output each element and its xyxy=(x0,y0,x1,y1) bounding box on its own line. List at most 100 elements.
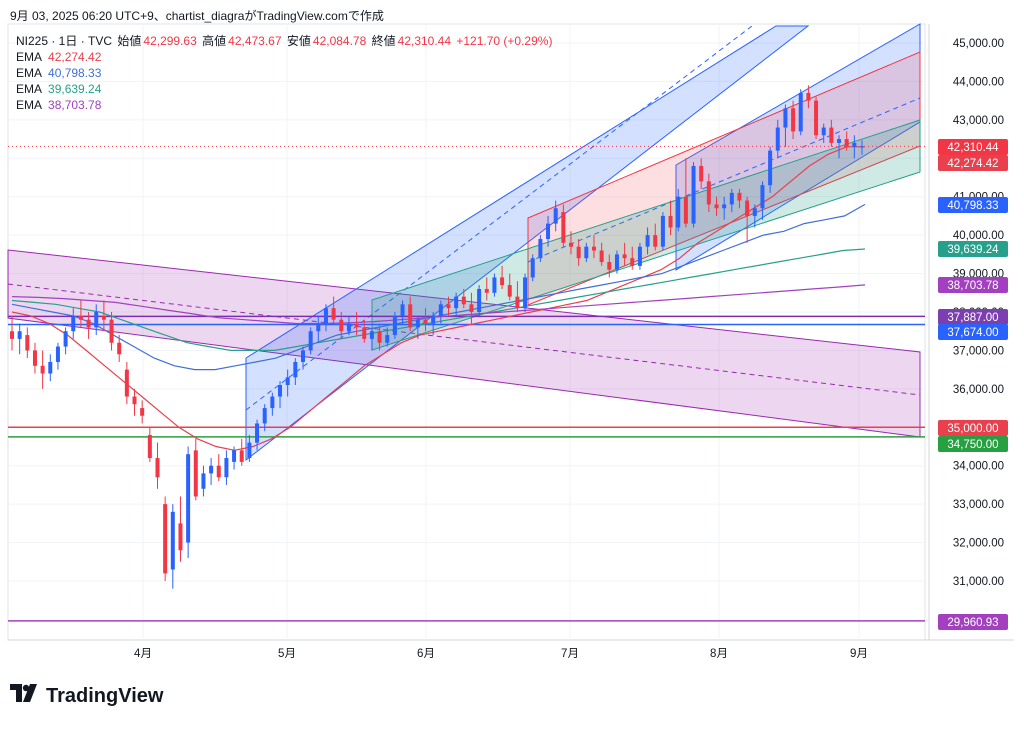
candle-body[interactable] xyxy=(714,204,719,209)
candle-body[interactable] xyxy=(768,150,773,186)
candle-body[interactable] xyxy=(591,246,596,251)
candle-body[interactable] xyxy=(55,346,60,362)
candle-body[interactable] xyxy=(163,504,168,574)
candle-body[interactable] xyxy=(791,108,796,132)
candle-body[interactable] xyxy=(178,523,183,551)
candle-body[interactable] xyxy=(300,350,305,362)
candle-body[interactable] xyxy=(469,304,474,312)
candle-body[interactable] xyxy=(278,385,283,397)
candle-body[interactable] xyxy=(155,458,160,478)
candle-body[interactable] xyxy=(86,319,91,328)
candle-body[interactable] xyxy=(17,331,22,339)
candle-body[interactable] xyxy=(622,254,627,259)
price-axis-badge[interactable] xyxy=(938,155,1008,171)
candle-body[interactable] xyxy=(293,361,298,378)
candle-body[interactable] xyxy=(760,185,765,209)
candle-body[interactable] xyxy=(500,277,505,286)
candle-body[interactable] xyxy=(32,350,37,366)
ema-row-2[interactable]: EMA 40,798.33 xyxy=(16,65,554,81)
candle-body[interactable] xyxy=(775,127,780,151)
price-axis-badge[interactable] xyxy=(938,277,1008,293)
candle-body[interactable] xyxy=(232,450,237,462)
candle-body[interactable] xyxy=(507,285,512,297)
ema-row-4[interactable]: EMA 38,703.78 xyxy=(16,97,554,113)
candle-body[interactable] xyxy=(523,277,528,309)
candle-body[interactable] xyxy=(798,92,803,132)
candle-body[interactable] xyxy=(25,335,30,351)
candle-body[interactable] xyxy=(94,312,99,328)
candle-body[interactable] xyxy=(201,473,206,489)
candle-body[interactable] xyxy=(109,319,114,343)
candle-body[interactable] xyxy=(553,208,558,224)
candle-body[interactable] xyxy=(821,127,826,136)
candle-body[interactable] xyxy=(829,127,834,143)
candle-body[interactable] xyxy=(844,139,849,147)
ema-line[interactable] xyxy=(11,203,866,371)
price-axis-badge[interactable] xyxy=(938,241,1008,257)
candle-body[interactable] xyxy=(101,315,106,320)
candle-body[interactable] xyxy=(285,377,290,386)
candle-body[interactable] xyxy=(209,465,214,474)
candle-body[interactable] xyxy=(10,331,14,339)
candle-body[interactable] xyxy=(193,450,198,497)
candle-body[interactable] xyxy=(239,450,244,462)
candle-body[interactable] xyxy=(369,331,374,339)
candle-body[interactable] xyxy=(745,200,750,216)
candle-body[interactable] xyxy=(691,165,696,224)
tradingview-logo[interactable]: TradingView xyxy=(10,684,163,708)
candle-body[interactable] xyxy=(668,215,673,228)
candle-body[interactable] xyxy=(477,288,482,312)
candle-body[interactable] xyxy=(446,304,451,309)
candle-body[interactable] xyxy=(346,323,351,332)
candle-body[interactable] xyxy=(354,323,359,328)
ema-line[interactable] xyxy=(11,146,865,451)
candle-body[interactable] xyxy=(255,423,260,443)
candle-body[interactable] xyxy=(852,142,857,147)
candle-body[interactable] xyxy=(645,235,650,247)
candle-body[interactable] xyxy=(323,308,328,324)
candle-body[interactable] xyxy=(461,296,466,305)
candle-body[interactable] xyxy=(569,242,574,247)
candle-body[interactable] xyxy=(117,342,122,355)
candle-body[interactable] xyxy=(699,165,704,182)
candle-body[interactable] xyxy=(584,246,589,259)
candle-body[interactable] xyxy=(392,315,397,336)
candle-body[interactable] xyxy=(262,408,267,424)
candle-body[interactable] xyxy=(224,458,229,478)
price-axis-badge[interactable] xyxy=(938,139,1008,155)
candle-body[interactable] xyxy=(653,235,658,247)
candle-body[interactable] xyxy=(408,304,413,328)
candle-body[interactable] xyxy=(576,246,581,259)
candle-body[interactable] xyxy=(729,192,734,205)
candle-body[interactable] xyxy=(676,196,681,228)
candle-body[interactable] xyxy=(385,335,390,343)
candle-body[interactable] xyxy=(362,327,367,339)
candle-body[interactable] xyxy=(270,396,275,409)
candle-body[interactable] xyxy=(722,204,727,209)
price-axis-badge[interactable] xyxy=(938,420,1008,436)
candle-body[interactable] xyxy=(40,365,45,374)
candle-body[interactable] xyxy=(860,146,864,148)
candle-body[interactable] xyxy=(683,196,688,224)
candle-body[interactable] xyxy=(132,396,137,405)
candle-body[interactable] xyxy=(637,246,642,266)
candle-body[interactable] xyxy=(308,331,313,351)
price-axis-badge[interactable] xyxy=(938,197,1008,213)
candle-body[interactable] xyxy=(546,223,551,239)
ema-row-3[interactable]: EMA 39,639.24 xyxy=(16,81,554,97)
candle-body[interactable] xyxy=(140,408,145,416)
candle-body[interactable] xyxy=(752,208,757,216)
price-axis-badge[interactable] xyxy=(938,614,1008,630)
candle-body[interactable] xyxy=(837,139,842,143)
candle-body[interactable] xyxy=(63,331,68,347)
candle-body[interactable] xyxy=(186,454,191,543)
ema-line[interactable] xyxy=(11,284,866,325)
candle-body[interactable] xyxy=(530,258,535,278)
candle-body[interactable] xyxy=(170,511,175,570)
candle-body[interactable] xyxy=(431,315,436,324)
candle-body[interactable] xyxy=(599,250,604,263)
price-axis-badge[interactable] xyxy=(938,309,1008,325)
price-axis-badge[interactable] xyxy=(938,436,1008,452)
